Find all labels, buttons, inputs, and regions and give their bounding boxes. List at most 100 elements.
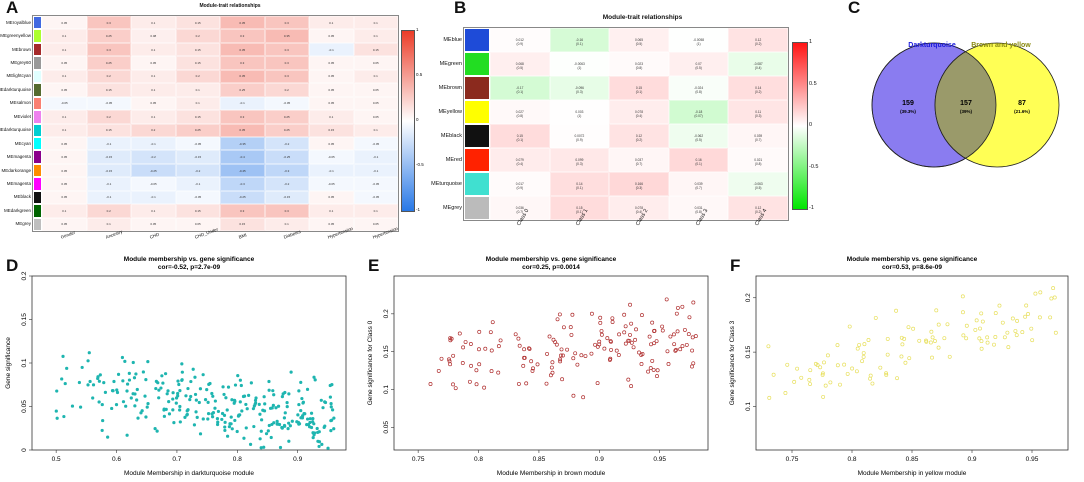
row-color-swatch: [464, 148, 490, 172]
data-point: [457, 331, 462, 336]
cell-value: 0.1: [373, 128, 378, 133]
data-point: [691, 300, 696, 305]
heatmap-cell: 0.1: [131, 69, 176, 84]
data-point: [496, 344, 501, 349]
data-point: [259, 446, 263, 450]
data-point: [289, 370, 293, 374]
data-point: [595, 381, 600, 386]
data-point: [1029, 326, 1034, 331]
data-point: [303, 412, 307, 416]
data-point: [176, 391, 180, 396]
data-point: [531, 366, 535, 371]
data-point: [194, 398, 198, 402]
data-point: [489, 348, 494, 353]
cell-value: 0.3: [240, 34, 245, 39]
cell-value: -0.05: [283, 101, 291, 106]
data-point: [979, 346, 984, 351]
heatmap-cell: 0.2: [264, 83, 309, 97]
cell-pvalue: (0.1): [576, 209, 583, 214]
cell-value: -0.05: [372, 181, 380, 186]
data-point: [854, 369, 859, 374]
data-point: [1010, 316, 1015, 321]
heatmap-cell: 0.027 (0.8): [490, 100, 550, 124]
data-point: [862, 342, 867, 347]
heatmap-cell: 0.036 (0.7): [490, 196, 550, 220]
data-point: [221, 385, 225, 389]
cell-pvalue: (0.3): [576, 161, 583, 166]
heatmap-cell: 0.2: [86, 110, 131, 124]
cell-value: -0.3: [239, 181, 245, 186]
heatmap-cell: -0.25: [220, 190, 265, 205]
cell-value: 0.35: [283, 34, 290, 39]
cell-value: 0.2: [151, 128, 156, 133]
row-label: MElightcyan: [6, 73, 31, 79]
data-point: [655, 374, 659, 379]
cell-pvalue: (0.2): [754, 41, 762, 46]
heatmap-cell: 0.2: [86, 204, 131, 218]
cell-value: 0.0072: [574, 133, 585, 138]
data-point: [266, 429, 270, 433]
data-point: [308, 417, 312, 421]
data-point: [610, 316, 615, 321]
data-point: [233, 399, 237, 403]
heatmap-cell: 0.1: [175, 96, 220, 111]
heatmap-cell: 0.017 (0.9): [490, 172, 550, 196]
data-point: [225, 408, 229, 412]
heatmap-cell: -0.062 (0.5): [668, 124, 729, 148]
data-point: [608, 356, 613, 361]
heatmap-cell: 0.1: [131, 16, 176, 30]
heatmap-cell: -0.05: [353, 190, 398, 205]
data-point: [885, 336, 890, 341]
data-point: [468, 342, 473, 346]
data-point: [666, 362, 671, 366]
cell-value: -0.2: [284, 181, 290, 186]
heatmap-cell: -0.25: [264, 150, 309, 164]
row-label: MEsalmon: [9, 100, 31, 106]
data-point: [208, 381, 212, 386]
data-point: [285, 401, 289, 405]
cell-pvalue: (0.9): [516, 41, 524, 46]
heatmap-cell: 0.1: [353, 16, 398, 30]
cell-value: 0.1: [195, 101, 200, 106]
data-point: [285, 405, 289, 409]
data-point: [114, 403, 119, 407]
data-point: [326, 446, 330, 450]
data-point: [201, 417, 205, 421]
data-point: [112, 379, 116, 384]
data-point: [215, 422, 220, 427]
heatmap-cell: -0.1: [309, 163, 354, 178]
data-point: [229, 415, 233, 419]
cell-pvalue: (0.1): [576, 41, 583, 46]
data-point: [945, 322, 950, 327]
data-point: [857, 342, 862, 347]
data-point: [159, 386, 163, 390]
heatmap-cell: 0.05: [42, 177, 87, 191]
data-point: [820, 372, 825, 377]
cell-value: 0.078: [634, 205, 643, 210]
data-point: [213, 399, 217, 403]
data-point: [687, 315, 692, 320]
heatmap-cell: 0.05: [353, 96, 398, 111]
data-point: [262, 409, 267, 413]
cell-value: 0.3: [240, 208, 245, 213]
heatmap-cell: -0.05: [175, 136, 220, 151]
venn-count-left: 159: [902, 100, 914, 107]
cell-pvalue: (0.7): [754, 137, 762, 142]
color-scale-bar: [401, 30, 415, 212]
data-point: [985, 340, 990, 345]
cell-value: 0.1: [151, 114, 156, 119]
row-label: MEred: [445, 157, 462, 163]
cell-value: -0.063: [753, 181, 763, 186]
data-point: [259, 429, 263, 433]
heatmap-cell: 0.1: [264, 217, 309, 231]
data-point: [245, 407, 249, 411]
data-point: [597, 339, 602, 344]
cell-pvalue: (0.7): [516, 209, 524, 214]
data-point: [275, 419, 279, 423]
data-point: [309, 411, 314, 415]
scatter-title: Module membership vs. gene significance: [847, 256, 978, 263]
data-point: [461, 345, 466, 350]
data-point: [870, 381, 875, 386]
cell-value: -0.1: [150, 141, 156, 146]
data-point: [135, 398, 139, 402]
